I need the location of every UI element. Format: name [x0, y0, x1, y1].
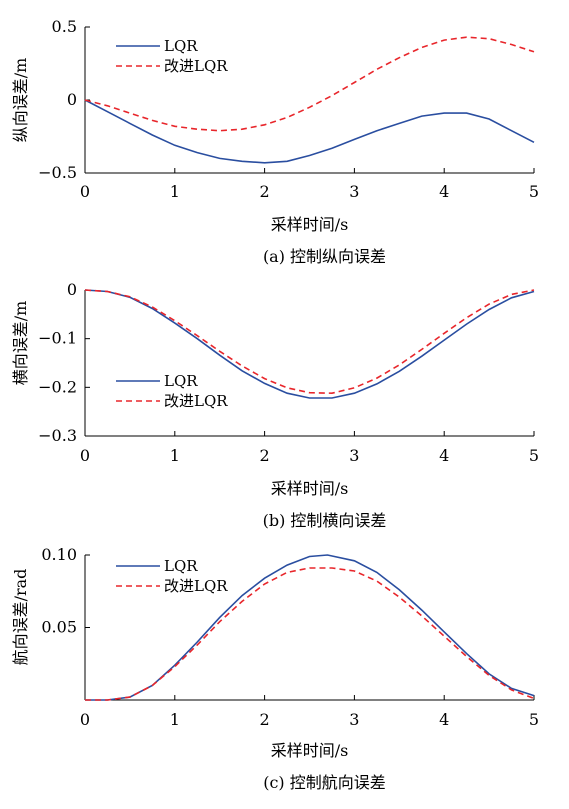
- x-tick-label: 0: [80, 182, 90, 201]
- legend-label: 改进LQR: [164, 392, 228, 410]
- x-tick-label: 3: [349, 446, 359, 465]
- legend-label: 改进LQR: [164, 57, 228, 75]
- legend-label: 改进LQR: [164, 577, 228, 595]
- y-tick-label: 0.5: [52, 17, 77, 36]
- y-tick-label: 0: [67, 90, 77, 109]
- x-tick-label: 1: [170, 182, 180, 201]
- y-axis-label: 航向误差/rad: [11, 569, 30, 666]
- series-line-lqr: [84, 289, 535, 399]
- x-tick-label: 1: [170, 446, 180, 465]
- series-line-lqr: [84, 99, 535, 164]
- y-tick-label: 0.05: [41, 618, 77, 637]
- x-tick-label: 5: [529, 182, 539, 201]
- panel-caption: (c) 控制航向误差: [263, 773, 386, 792]
- x-tick-label: 3: [349, 710, 359, 729]
- chart-panel-2: 0 1 2 3 4 5 0.05 0.10 LQR 改进LQR 采样时间/s 航向误差/rad (c) …: [11, 545, 539, 792]
- legend-label: LQR: [164, 37, 198, 55]
- y-axis-label: 横向误差/m: [11, 301, 30, 386]
- series-line-improved-lqr: [84, 36, 535, 132]
- x-tick-label: 0: [80, 710, 90, 729]
- x-tick-label: 2: [260, 182, 270, 201]
- panel-caption: (a) 控制纵向误差: [263, 247, 386, 266]
- x-axis-label: 采样时间/s: [271, 215, 349, 234]
- y-tick-label: −0.3: [38, 426, 77, 445]
- y-tick-label: −0.1: [38, 329, 77, 348]
- y-tick-label: −0.2: [38, 377, 77, 396]
- x-tick-label: 5: [529, 710, 539, 729]
- legend-label: LQR: [164, 372, 198, 390]
- x-tick-label: 0: [80, 446, 90, 465]
- y-axis-label: 纵向误差/m: [11, 58, 30, 143]
- x-tick-label: 4: [439, 710, 449, 729]
- x-tick-label: 5: [529, 446, 539, 465]
- chart-panel-1: 0 1 2 3 4 5 −0.3 −0.2 −0.1 0 LQR 改进LQR 采样时间/s 横向误差/m (…: [11, 280, 539, 530]
- x-tick-label: 3: [349, 182, 359, 201]
- series-line-lqr: [85, 554, 535, 701]
- x-axis-label: 采样时间/s: [271, 479, 349, 498]
- x-tick-label: 2: [260, 710, 270, 729]
- y-tick-label: 0: [67, 280, 77, 299]
- y-tick-label: 0.10: [41, 545, 77, 564]
- series-line-improved-lqr: [85, 567, 535, 701]
- x-tick-label: 4: [439, 182, 449, 201]
- x-tick-label: 1: [170, 710, 180, 729]
- x-axis-label: 采样时间/s: [271, 741, 349, 760]
- x-tick-label: 4: [439, 446, 449, 465]
- legend-label: LQR: [164, 557, 198, 575]
- y-tick-label: −0.5: [38, 163, 77, 182]
- series-line-improved-lqr: [84, 289, 535, 395]
- panel-caption: (b) 控制横向误差: [263, 511, 387, 530]
- x-tick-label: 2: [260, 446, 270, 465]
